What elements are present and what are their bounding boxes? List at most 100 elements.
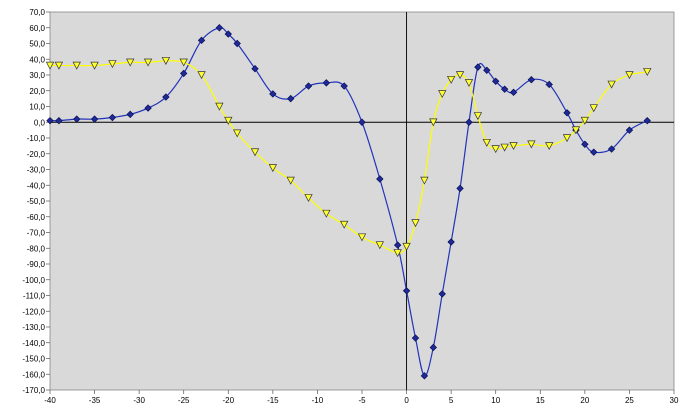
series-1-point bbox=[393, 241, 402, 249]
series-1-point bbox=[563, 109, 571, 117]
y-tick-label: -150,0 bbox=[22, 355, 45, 364]
axis-ticks: 70,0 60,0 50,0 40,0 30,0 20,0 10,0 0,0 -10,0 -20,… bbox=[22, 8, 679, 405]
x-tick-label: 20 bbox=[580, 396, 589, 405]
series-2-point bbox=[393, 249, 402, 258]
x-tick-label: -30 bbox=[133, 396, 145, 405]
y-tick-label: 70,0 bbox=[29, 8, 45, 17]
series-1-point bbox=[180, 69, 188, 78]
series-2-point bbox=[143, 58, 153, 67]
series-2-point bbox=[54, 61, 64, 70]
series-1-point bbox=[465, 118, 473, 126]
series-group bbox=[45, 24, 652, 380]
series-1-point bbox=[625, 126, 634, 134]
series-2-point bbox=[108, 60, 117, 69]
series-1-line bbox=[49, 27, 648, 377]
y-tick-label: -30,0 bbox=[27, 166, 46, 175]
series-2-point bbox=[357, 233, 367, 242]
series-1-point bbox=[286, 94, 295, 103]
series-1-point bbox=[251, 65, 259, 73]
series-2-point bbox=[429, 118, 438, 127]
series-2-point bbox=[224, 116, 233, 125]
x-tick-label: -10 bbox=[312, 396, 324, 405]
x-tick-label: 25 bbox=[625, 396, 634, 405]
y-tick-label: -20,0 bbox=[27, 150, 46, 159]
series-1-point bbox=[322, 79, 331, 87]
series-2-point bbox=[420, 176, 429, 185]
series-2-point bbox=[215, 102, 224, 111]
x-tick-label: -40 bbox=[44, 396, 56, 405]
series-1-point bbox=[304, 82, 313, 90]
series-1-point bbox=[46, 116, 54, 125]
y-tick-label: -130,0 bbox=[22, 323, 45, 332]
series-2-point bbox=[304, 194, 313, 202]
series-1-point bbox=[420, 372, 429, 380]
series-2-point bbox=[491, 145, 500, 154]
series-2-point bbox=[339, 220, 349, 229]
series-1-point bbox=[429, 343, 438, 352]
x-tick-label: -15 bbox=[267, 396, 279, 405]
y-tick-label: -60,0 bbox=[27, 213, 46, 222]
plot-area bbox=[49, 11, 675, 391]
series-2-point bbox=[438, 90, 447, 99]
series-1-point bbox=[144, 104, 152, 112]
x-tick-label: -25 bbox=[178, 396, 190, 405]
series-1-point bbox=[224, 30, 232, 38]
series-1-point bbox=[527, 76, 536, 84]
series-1 bbox=[46, 24, 651, 380]
series-2-point bbox=[464, 79, 474, 88]
series-1-point bbox=[108, 113, 117, 122]
series-1-point bbox=[215, 24, 224, 32]
y-tick-label: 50,0 bbox=[29, 40, 45, 49]
y-tick-label: -160,0 bbox=[22, 370, 45, 379]
series-2-point bbox=[90, 61, 99, 70]
y-tick-label: 60,0 bbox=[29, 24, 45, 33]
y-tick-label: -120,0 bbox=[22, 307, 45, 316]
series-1-point bbox=[90, 115, 99, 123]
series-1-point bbox=[73, 115, 81, 123]
series-2-point bbox=[268, 164, 278, 173]
x-tick-label: -5 bbox=[358, 396, 366, 405]
series-2-point bbox=[446, 75, 456, 84]
series-2-point bbox=[562, 134, 572, 143]
y-tick-label: -170,0 bbox=[22, 386, 45, 395]
y-tick-label: -100,0 bbox=[22, 276, 45, 285]
series-2-point bbox=[72, 61, 81, 70]
x-tick-label: 0 bbox=[404, 396, 409, 405]
x-tick-label: 15 bbox=[536, 396, 545, 405]
series-2-point bbox=[411, 219, 420, 228]
series-2-point bbox=[545, 142, 554, 151]
series-2-point bbox=[589, 104, 598, 113]
series-2-point bbox=[179, 58, 188, 67]
y-tick-label: -80,0 bbox=[27, 244, 46, 253]
series-1-point bbox=[447, 238, 455, 246]
series-1-point bbox=[492, 77, 500, 85]
series-1-point bbox=[358, 118, 366, 126]
series-1-point bbox=[162, 93, 170, 101]
series-2-point bbox=[126, 58, 135, 67]
series-2-point bbox=[322, 209, 331, 218]
series-1-point bbox=[126, 110, 134, 119]
series-2-point bbox=[197, 71, 206, 80]
y-tick-label: 0,0 bbox=[34, 118, 46, 127]
y-tick-label: 30,0 bbox=[29, 71, 45, 80]
series-1-point bbox=[233, 39, 241, 48]
series-2-point bbox=[571, 126, 581, 135]
y-tick-label: 40,0 bbox=[29, 55, 45, 64]
series-2-point bbox=[45, 61, 55, 70]
series-1-point bbox=[55, 116, 63, 125]
series-2-point bbox=[402, 242, 411, 251]
series-1-point bbox=[340, 82, 348, 90]
series-1-point bbox=[483, 66, 491, 74]
series-2-point bbox=[643, 68, 652, 76]
series-1-point bbox=[456, 184, 464, 193]
series-2-point bbox=[375, 241, 385, 250]
y-tick-label: -110,0 bbox=[23, 292, 46, 301]
y-tick-label: -90,0 bbox=[27, 260, 46, 269]
series-1-point bbox=[474, 63, 482, 71]
series-2-point bbox=[250, 148, 260, 157]
series-1-point bbox=[607, 145, 616, 153]
series-2-point bbox=[625, 71, 634, 80]
series-2-point bbox=[233, 129, 242, 138]
series-2 bbox=[45, 57, 652, 258]
series-2-point bbox=[500, 143, 509, 152]
